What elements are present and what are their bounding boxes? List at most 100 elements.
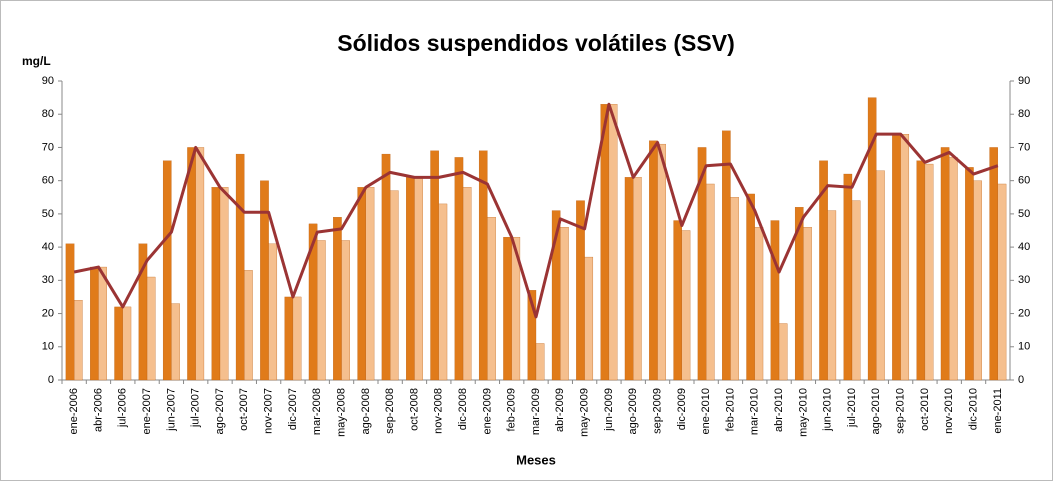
bar bbox=[535, 343, 545, 381]
bar bbox=[341, 240, 350, 381]
x-tick-label: nov-2007 bbox=[263, 388, 275, 434]
bar bbox=[633, 177, 642, 381]
y-tick-label: 80 bbox=[42, 108, 54, 120]
bar bbox=[706, 183, 715, 381]
bar bbox=[487, 217, 496, 381]
x-axis-label: Meses bbox=[516, 452, 556, 467]
bar bbox=[414, 177, 423, 381]
bar bbox=[584, 256, 594, 381]
y-tick-label: 70 bbox=[42, 141, 54, 153]
x-tick-label: oct-2008 bbox=[408, 388, 420, 431]
bar bbox=[211, 187, 221, 381]
x-tick-label: oct-2007 bbox=[238, 388, 250, 431]
bar bbox=[268, 243, 278, 381]
x-tick-label: mar-2008 bbox=[311, 388, 323, 435]
y-tick-label: 90 bbox=[42, 75, 54, 87]
y2-tick-label: 80 bbox=[1018, 108, 1030, 120]
y-axis-label: mg/L bbox=[22, 54, 51, 68]
x-tick-label: ago-2010 bbox=[870, 388, 882, 435]
bar bbox=[608, 104, 618, 381]
line bbox=[73, 102, 999, 319]
bar bbox=[187, 147, 196, 381]
bar bbox=[649, 140, 658, 381]
bar bbox=[292, 296, 302, 381]
x-tick-label: nov-2010 bbox=[943, 388, 955, 434]
y2-tick-label: 90 bbox=[1018, 75, 1030, 87]
bar bbox=[527, 290, 537, 381]
y2-tick-label: 0 bbox=[1018, 374, 1024, 386]
bar bbox=[235, 153, 245, 381]
y-tick-label: 0 bbox=[48, 374, 54, 386]
x-tick-label: jul-2006 bbox=[117, 388, 129, 428]
x-tick-label: abr-2006 bbox=[92, 388, 104, 432]
bar bbox=[503, 236, 512, 381]
bar bbox=[997, 183, 1007, 381]
x-tick-label: sep-2008 bbox=[384, 388, 396, 434]
x-tick-label: dic-2010 bbox=[967, 388, 979, 430]
bar bbox=[770, 220, 780, 381]
bar bbox=[560, 227, 569, 381]
x-tick-label: ene-2010 bbox=[700, 388, 712, 435]
x-tick-label: ene-2009 bbox=[481, 388, 493, 435]
bar bbox=[357, 187, 366, 381]
bar bbox=[146, 276, 156, 381]
bar bbox=[390, 190, 399, 381]
bar bbox=[916, 160, 926, 381]
bar bbox=[754, 227, 764, 381]
x-tick-label: dic-2007 bbox=[287, 388, 299, 430]
x-tick-label: mar-2010 bbox=[749, 388, 761, 435]
bar bbox=[746, 193, 755, 381]
x-tick-label: ene-2006 bbox=[68, 388, 80, 435]
bar bbox=[876, 170, 885, 381]
y2-tick-label: 60 bbox=[1018, 175, 1030, 187]
y2-tick-label: 70 bbox=[1018, 141, 1030, 153]
x-tick-label: may-2008 bbox=[335, 388, 347, 437]
bar bbox=[462, 187, 472, 381]
bar bbox=[244, 270, 253, 381]
bar bbox=[333, 217, 342, 381]
bar bbox=[219, 187, 229, 381]
bar bbox=[171, 303, 180, 381]
x-tick-label: oct-2010 bbox=[919, 388, 931, 431]
y2-tick-label: 20 bbox=[1018, 307, 1030, 319]
x-tick-label: feb-2009 bbox=[506, 388, 518, 431]
y2-tick-label: 10 bbox=[1018, 341, 1030, 353]
x-tick-label: sep-2010 bbox=[895, 388, 907, 434]
y-tick-label: 60 bbox=[42, 175, 54, 187]
y-tick-label: 20 bbox=[42, 307, 54, 319]
bar bbox=[260, 180, 269, 381]
bar bbox=[722, 130, 731, 381]
bar bbox=[681, 230, 691, 381]
bar bbox=[803, 227, 812, 381]
x-tick-label: ene-2007 bbox=[141, 388, 153, 435]
bar bbox=[892, 134, 901, 381]
bar bbox=[843, 173, 853, 381]
bar bbox=[511, 236, 521, 381]
x-tick-label: ene-2011 bbox=[992, 388, 1004, 434]
x-tick-label: abr-2009 bbox=[554, 388, 566, 432]
bar bbox=[940, 147, 950, 381]
bar bbox=[478, 150, 488, 381]
bar bbox=[989, 147, 998, 381]
bar bbox=[381, 153, 391, 381]
chart-title: Sólidos suspendidos volátiles (SSV) bbox=[337, 30, 734, 56]
x-tick-label: ago-2007 bbox=[214, 388, 226, 435]
bar bbox=[430, 150, 439, 381]
bar bbox=[65, 243, 75, 381]
bar bbox=[657, 143, 666, 381]
y-tick-label: 30 bbox=[42, 274, 54, 286]
x-tick-label: jun-2009 bbox=[603, 388, 615, 432]
x-tick-label: jun-2010 bbox=[822, 388, 834, 432]
bar bbox=[114, 306, 123, 381]
x-tick-label: dic-2009 bbox=[676, 388, 688, 430]
x-tick-label: sep-2009 bbox=[651, 388, 663, 434]
y2-tick-label: 50 bbox=[1018, 208, 1030, 220]
bar bbox=[730, 197, 739, 381]
x-tick-label: jun-2007 bbox=[165, 388, 177, 432]
bar bbox=[973, 180, 982, 381]
y-tick-label: 10 bbox=[42, 341, 54, 353]
bar bbox=[74, 300, 83, 381]
bar bbox=[162, 160, 172, 381]
x-tick-label: may-2010 bbox=[797, 388, 809, 437]
